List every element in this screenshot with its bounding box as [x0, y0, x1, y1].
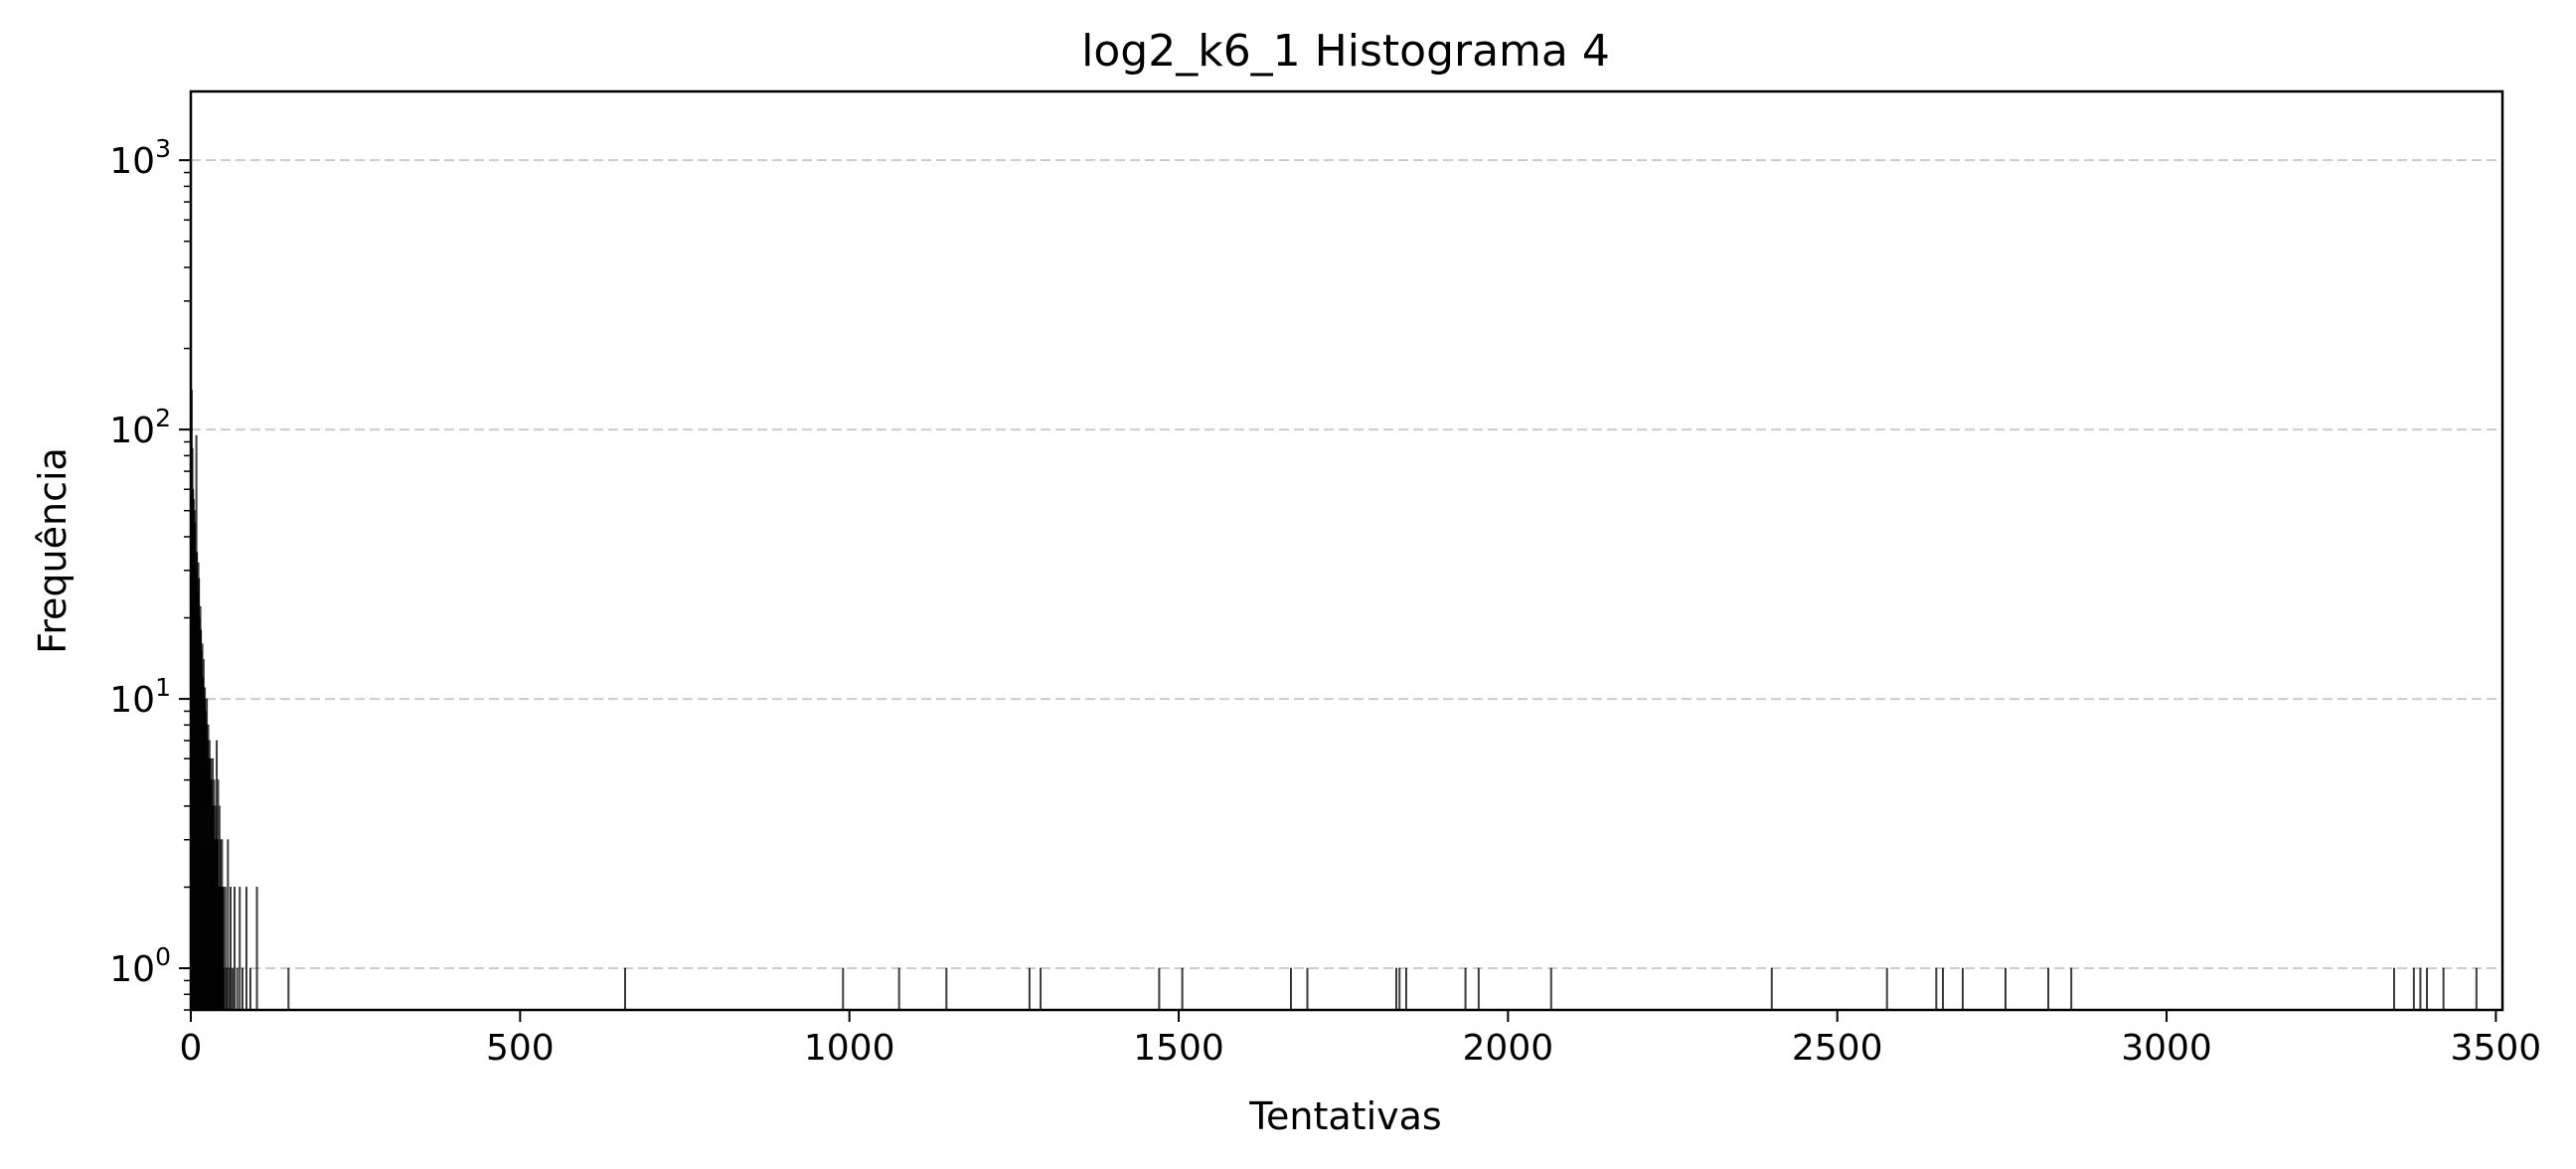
histogram-bar-69	[1040, 967, 1043, 1011]
histogram-bar-57	[236, 967, 239, 1011]
histogram-bar-89	[2412, 967, 2415, 1011]
histogram-bar-53	[228, 967, 231, 1011]
histogram-bar-82	[1935, 967, 1938, 1011]
y-tick-label-3: 103	[109, 134, 171, 182]
histogram-bar-90	[2419, 967, 2422, 1011]
histogram-bar-49	[223, 967, 226, 1011]
histogram-bar-61	[249, 967, 251, 1011]
y-axis-label: Frequência	[31, 447, 75, 654]
histogram-bar-86	[2047, 967, 2049, 1011]
x-axis-label: Tentativas	[1248, 1094, 1441, 1138]
x-tick-label-0: 0	[180, 1028, 203, 1069]
histogram-bar-58	[239, 887, 242, 1011]
x-tick-label-7: 3500	[2451, 1028, 2542, 1069]
histogram-bar-81	[1885, 967, 1888, 1011]
histogram-bar-51	[226, 967, 228, 1011]
y-gridlines	[191, 159, 2502, 970]
histogram-bar-62	[255, 887, 258, 1011]
histogram-bar-63	[287, 967, 290, 1011]
histogram-bar-73	[1306, 967, 1309, 1011]
histogram-bar-76	[1405, 967, 1407, 1011]
y-tick-label-2: 102	[109, 404, 171, 451]
histogram-bar-56	[234, 887, 236, 1011]
histogram-bar-93	[2475, 967, 2478, 1011]
histogram-bar-64	[624, 967, 626, 1011]
histogram-bar-55	[232, 967, 234, 1011]
histogram-bar-92	[2442, 967, 2445, 1011]
plot-area-frame	[189, 89, 2504, 1012]
x-tick-label-3: 1500	[1133, 1028, 1224, 1069]
x-tick-label-2: 1000	[804, 1028, 895, 1069]
y-tick-label-0: 100	[109, 942, 171, 990]
histogram-bar-68	[1028, 967, 1031, 1011]
x-axis-ticks: 0 500 1000 1500 2000 2500 3000 3500	[180, 1010, 2542, 1069]
histogram-bar-67	[945, 967, 948, 1011]
histogram-bar-84	[1961, 967, 1964, 1011]
histogram-bar-79	[1549, 967, 1552, 1011]
histogram-bar-83	[1942, 967, 1944, 1011]
x-tick-label-5: 2500	[1792, 1028, 1883, 1069]
histogram-bar-50	[224, 887, 227, 1011]
histogram-bar-65	[842, 967, 845, 1011]
histogram-bar-72	[1290, 967, 1292, 1011]
histogram-bar-87	[2070, 967, 2073, 1011]
histogram-bar-70	[1158, 967, 1161, 1011]
histogram-bar-78	[1477, 967, 1480, 1011]
histogram-bar-52	[227, 839, 230, 1011]
histogram-bar-60	[245, 887, 247, 1011]
histogram-bar-85	[2005, 967, 2007, 1011]
histogram-bars	[191, 390, 2478, 1011]
y-axis-ticks: 100 101 102 103	[109, 134, 191, 1011]
histogram-bar-80	[1770, 967, 1773, 1011]
histogram-bar-91	[2426, 967, 2428, 1011]
x-tick-label-6: 3000	[2121, 1028, 2212, 1069]
histogram-bar-71	[1181, 967, 1184, 1011]
x-tick-label-1: 500	[486, 1028, 555, 1069]
x-tick-label-4: 2000	[1463, 1028, 1554, 1069]
histogram-bar-77	[1464, 967, 1467, 1011]
chart-title: log2_k6_1 Histograma 4	[1081, 26, 1610, 77]
histogram-bar-54	[230, 887, 232, 1011]
histogram-bar-66	[897, 967, 900, 1011]
y-tick-label-1: 101	[109, 673, 171, 721]
histogram-bar-88	[2393, 967, 2395, 1011]
histogram-bar-74	[1395, 967, 1397, 1011]
histogram-bar-75	[1398, 967, 1401, 1011]
